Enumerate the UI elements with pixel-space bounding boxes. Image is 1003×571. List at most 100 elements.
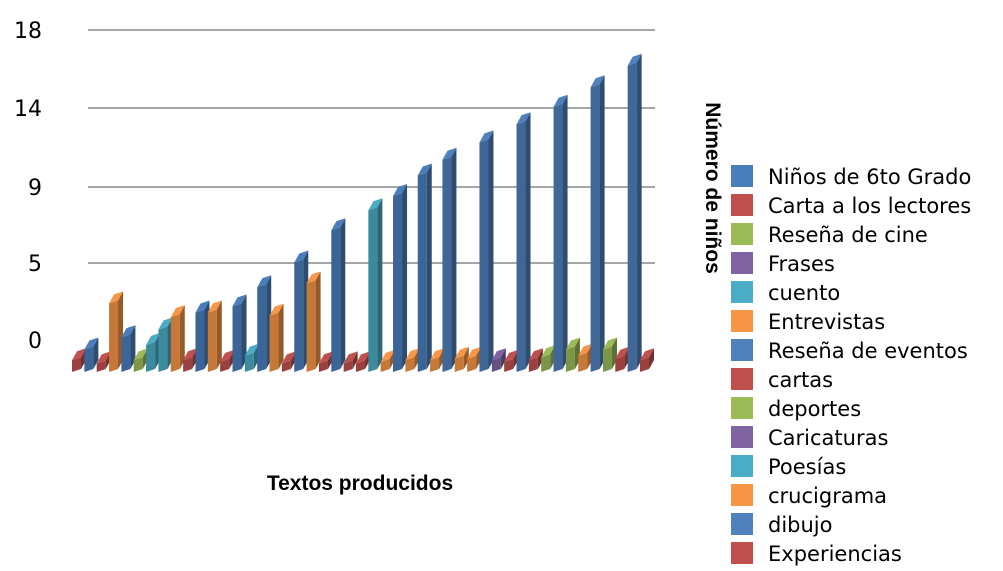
- bar: [281, 351, 296, 372]
- bar: [244, 343, 259, 372]
- bar: [294, 250, 309, 372]
- bar: [627, 53, 642, 373]
- bar: [158, 317, 173, 372]
- bar: [257, 275, 272, 372]
- y-tick-label: 14: [14, 97, 42, 122]
- legend-swatch: [731, 339, 753, 361]
- bar: [356, 351, 370, 372]
- legend-label: Frases: [768, 252, 835, 276]
- y-tick-label: 9: [28, 176, 42, 201]
- bar: [528, 348, 543, 372]
- bar: [183, 348, 198, 372]
- y-tick-label: 18: [14, 19, 42, 44]
- legend-swatch: [731, 281, 753, 303]
- legend-label: Caricaturas: [768, 426, 888, 450]
- legend-swatch: [731, 513, 753, 535]
- y-tick-label: 5: [28, 252, 42, 277]
- bar: [602, 337, 617, 372]
- legend-swatch: [731, 310, 753, 332]
- legend-item: Reseña de eventos: [731, 339, 968, 363]
- bar: [331, 218, 346, 372]
- legend-label: crucigrama: [768, 484, 887, 508]
- legend-label: Poesías: [768, 455, 846, 479]
- legend-label: Entrevistas: [768, 310, 885, 334]
- bar: [578, 343, 593, 372]
- y-axis-label: Número de niños: [701, 102, 724, 274]
- legend-swatch: [731, 397, 753, 419]
- y-tick-label: 0: [28, 329, 42, 354]
- bar: [393, 184, 408, 372]
- legend-item: Experiencias: [731, 542, 902, 566]
- legend-label: dibujo: [768, 513, 833, 537]
- legend-item: Entrevistas: [731, 310, 885, 334]
- legend-label: Reseña de cine: [768, 223, 928, 247]
- legend-swatch: [731, 542, 753, 564]
- legend-item: Carta a los lectores: [731, 194, 971, 218]
- legend-item: cuento: [731, 281, 840, 305]
- legend-label: deportes: [768, 397, 861, 421]
- legend-swatch: [731, 252, 753, 274]
- bar: [430, 348, 445, 372]
- legend-item: Niños de 6to Grado: [731, 165, 971, 189]
- bar: [96, 351, 111, 372]
- legend-swatch: [731, 194, 753, 216]
- bar: [491, 348, 506, 372]
- legend: Niños de 6to Grado Carta a los lectores Re…: [731, 165, 971, 566]
- bar: [565, 337, 580, 372]
- bar: [232, 294, 247, 372]
- legend-item: deportes: [731, 397, 861, 421]
- legend-swatch: [731, 165, 753, 187]
- legend-swatch: [731, 455, 753, 477]
- bar: [72, 348, 86, 372]
- bar: [368, 198, 383, 372]
- legend-swatch: [731, 484, 753, 506]
- legend-swatch: [731, 426, 753, 448]
- bar: [417, 163, 432, 372]
- bar: [380, 349, 395, 372]
- legend-label: Niños de 6to Grado: [768, 165, 971, 189]
- bar: [109, 291, 124, 372]
- legend-label: Carta a los lectores: [768, 194, 971, 218]
- legend-swatch: [731, 223, 753, 245]
- bar: [146, 332, 161, 372]
- legend-item: Caricaturas: [731, 426, 888, 450]
- legend-item: Frases: [731, 252, 835, 276]
- bar: [615, 346, 630, 372]
- bar: [121, 325, 136, 372]
- legend-label: cartas: [768, 368, 833, 392]
- bars: [72, 53, 654, 373]
- legend-label: Experiencias: [768, 542, 902, 566]
- bar: [405, 348, 420, 372]
- bar: [504, 349, 519, 372]
- legend-swatch: [731, 368, 753, 390]
- bar: [640, 348, 654, 372]
- bar: [590, 75, 605, 372]
- legend-item: dibujo: [731, 513, 833, 537]
- y-axis-ticks: 0 5 9 14 18: [14, 19, 42, 354]
- legend-item: Reseña de cine: [731, 223, 928, 247]
- bar: [133, 348, 148, 372]
- bar: [541, 345, 556, 372]
- bar: [306, 271, 321, 372]
- legend-label: cuento: [768, 281, 840, 305]
- bar: [479, 130, 494, 372]
- bar: [269, 303, 284, 372]
- bar: [318, 351, 333, 372]
- bar: [442, 147, 457, 372]
- x-axis-label: Textos producidos: [267, 472, 453, 495]
- bar: [207, 300, 222, 372]
- legend-item: crucigrama: [731, 484, 887, 508]
- bar: [467, 346, 482, 372]
- bar: [170, 305, 185, 372]
- bar: [553, 94, 568, 372]
- bar: [454, 346, 469, 372]
- legend-label: Reseña de eventos: [768, 339, 968, 363]
- legend-item: cartas: [731, 368, 833, 392]
- bar: [195, 300, 210, 372]
- bar: [516, 112, 531, 372]
- bar: [84, 337, 99, 372]
- legend-item: Poesías: [731, 455, 846, 479]
- bar: [343, 351, 358, 372]
- bar: [220, 349, 235, 372]
